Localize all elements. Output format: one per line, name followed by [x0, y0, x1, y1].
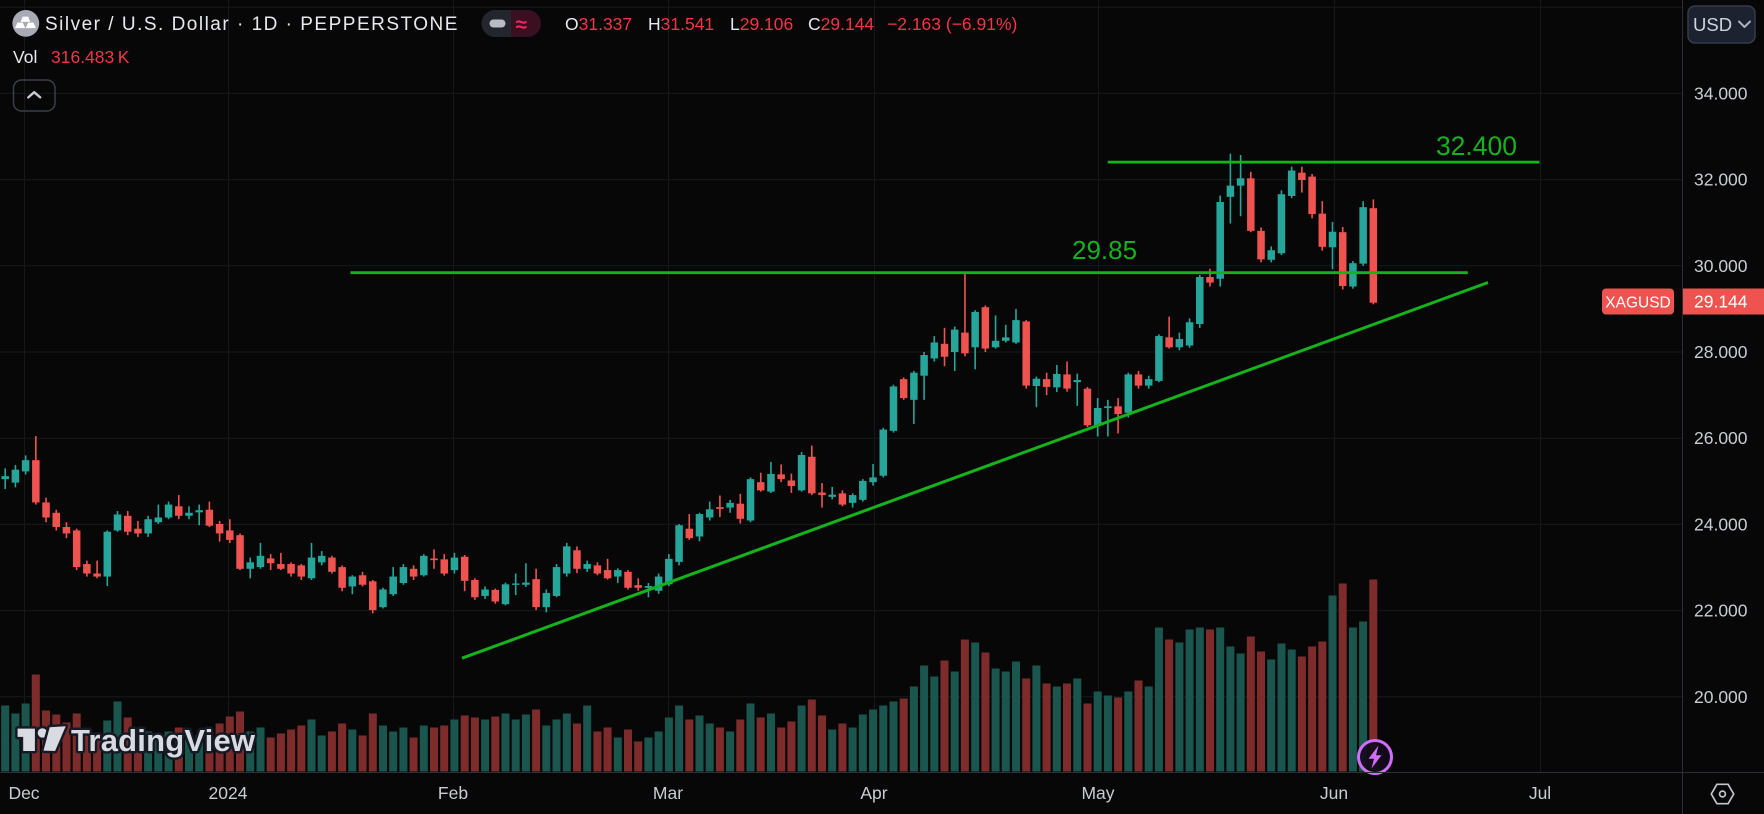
svg-text:22.000: 22.000: [1694, 601, 1748, 621]
svg-text:Jun: Jun: [1320, 783, 1348, 803]
svg-text:28.000: 28.000: [1694, 342, 1748, 362]
svg-text:Jul: Jul: [1529, 783, 1551, 803]
svg-text:20.000: 20.000: [1694, 687, 1748, 707]
svg-text:C29.144: C29.144: [808, 14, 874, 34]
svg-text:May: May: [1081, 783, 1114, 803]
svg-text:TradingView: TradingView: [71, 723, 256, 758]
svg-text:Vol: Vol: [13, 47, 37, 67]
svg-text:30.000: 30.000: [1694, 256, 1748, 276]
svg-text:32.000: 32.000: [1694, 170, 1748, 190]
svg-text:2024: 2024: [209, 783, 248, 803]
svg-text:≈: ≈: [516, 14, 528, 37]
svg-text:Silver / U.S. Dollar · 1D · PE: Silver / U.S. Dollar · 1D · PEPPERSTONE: [45, 14, 459, 35]
svg-text:USD: USD: [1693, 14, 1732, 35]
svg-text:26.000: 26.000: [1694, 428, 1748, 448]
svg-text:L29.106: L29.106: [730, 14, 793, 34]
svg-text:−2.163 (−6.91%): −2.163 (−6.91%): [887, 14, 1017, 34]
svg-text:H31.541: H31.541: [648, 14, 714, 34]
svg-text:Mar: Mar: [653, 783, 683, 803]
svg-text:316.483 K: 316.483 K: [51, 47, 130, 67]
svg-text:Feb: Feb: [438, 783, 468, 803]
svg-text:XAGUSD: XAGUSD: [1605, 295, 1670, 312]
svg-text:29.85: 29.85: [1072, 235, 1137, 265]
svg-text:34.000: 34.000: [1694, 83, 1748, 103]
svg-text:29.144: 29.144: [1694, 292, 1748, 312]
svg-text:32.400: 32.400: [1436, 131, 1517, 161]
svg-text:O31.337: O31.337: [565, 14, 632, 34]
svg-text:24.000: 24.000: [1694, 514, 1748, 534]
svg-text:Apr: Apr: [860, 783, 887, 803]
svg-text:Dec: Dec: [8, 783, 39, 803]
